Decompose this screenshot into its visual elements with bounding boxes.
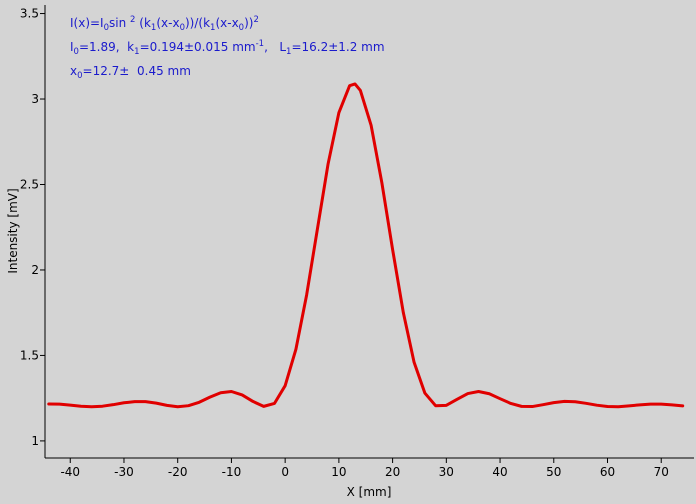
x-tick-label: 60 xyxy=(600,465,615,479)
annotation-part: 0 xyxy=(104,23,109,33)
annotation-part: 1 xyxy=(134,47,139,57)
annotation-part: =0.194±0.015 mm xyxy=(140,40,256,54)
annotation-part: 0 xyxy=(180,23,185,33)
annotation-part: 1 xyxy=(151,23,156,33)
annotation-part: 0 xyxy=(74,47,79,57)
annotation-part: 0 xyxy=(239,23,244,33)
annotation-part: 1 xyxy=(286,47,291,57)
annotation-part: =16.2±1.2 mm xyxy=(291,40,384,54)
y-tick-label: 1 xyxy=(31,434,39,448)
annotation-part: )) xyxy=(244,16,253,30)
annotation-part: 1 xyxy=(210,23,215,33)
y-axis-label: Intensity [mV] xyxy=(6,188,20,273)
x-tick-label: -40 xyxy=(60,465,80,479)
x-tick-label: -20 xyxy=(168,465,188,479)
x-tick-label: 0 xyxy=(281,465,289,479)
annotation-part: (x-x xyxy=(156,16,179,30)
data-line xyxy=(47,82,685,409)
plot-area xyxy=(45,5,694,458)
annotation: I0=1.89, k1=0.194±0.015 mm-1, L1=16.2±1.… xyxy=(70,39,385,57)
x-tick-label: 10 xyxy=(331,465,346,479)
annotation-part: ))/(k xyxy=(185,16,210,30)
annotation-part: (k xyxy=(135,16,150,30)
annotation-part: I xyxy=(70,40,74,54)
annotation-part: 2 xyxy=(130,15,135,25)
x-tick-label: 30 xyxy=(439,465,454,479)
y-tick-label: 1.5 xyxy=(20,348,39,362)
annotation: x0=12.7± 0.45 mm xyxy=(70,64,191,81)
annotation-part: I(x)=I xyxy=(70,16,104,30)
y-tick-label: 3.5 xyxy=(20,7,39,21)
x-tick-label: 40 xyxy=(492,465,507,479)
annotation-part: =12.7± 0.45 mm xyxy=(83,64,191,78)
annotation-part: -1 xyxy=(256,39,264,49)
y-tick-label: 3 xyxy=(31,92,39,106)
annotation: I(x)=I0sin 2 (k1(x-x0))/(k1(x-x0))2 xyxy=(70,15,259,33)
y-tick-label: 2 xyxy=(31,263,39,277)
annotation-part: 0 xyxy=(77,71,82,81)
annotation-part: (x-x xyxy=(215,16,238,30)
annotation-part: =1.89, k xyxy=(79,40,134,54)
x-tick-label: -10 xyxy=(222,465,242,479)
annotation-part: sin xyxy=(109,16,130,30)
x-tick-label: 50 xyxy=(546,465,561,479)
annotation-part: 2 xyxy=(253,15,258,25)
x-tick-label: -30 xyxy=(114,465,134,479)
annotation-part: x xyxy=(70,64,77,78)
y-tick-label: 2.5 xyxy=(20,177,39,191)
x-tick-label: 20 xyxy=(385,465,400,479)
annotation-part: , L xyxy=(264,40,286,54)
x-tick-label: 70 xyxy=(654,465,669,479)
x-axis-label: X [mm] xyxy=(347,485,392,499)
